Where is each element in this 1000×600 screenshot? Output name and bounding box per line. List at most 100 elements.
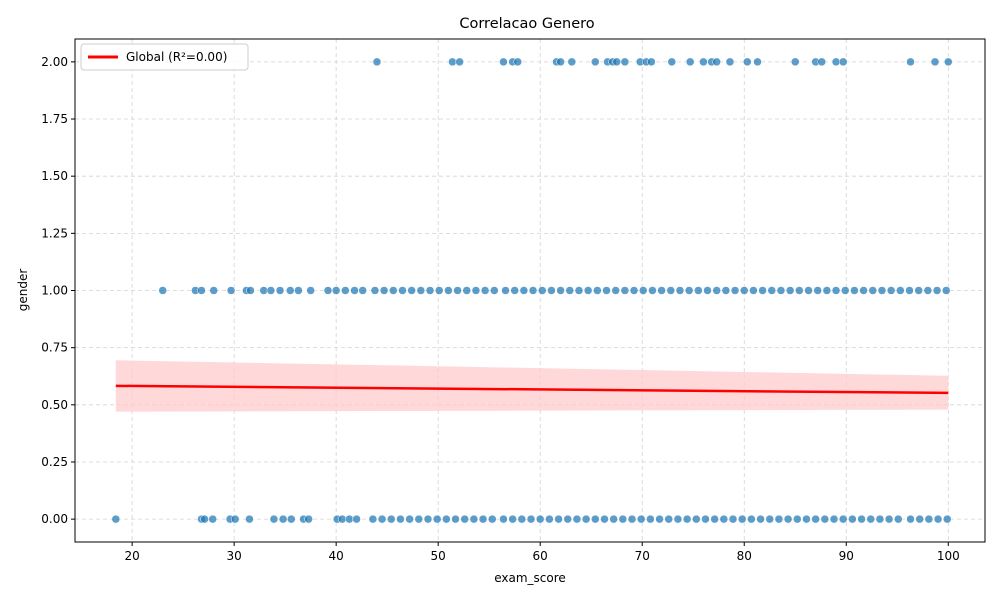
- data-point: [306, 286, 315, 295]
- data-point: [574, 286, 584, 295]
- chart-title: Correlacao Genero: [459, 16, 594, 32]
- data-point: [896, 286, 905, 295]
- data-point: [848, 514, 857, 524]
- data-point: [817, 57, 827, 67]
- data-point: [629, 286, 639, 295]
- data-point: [451, 514, 460, 524]
- data-point: [423, 514, 433, 524]
- data-point: [432, 514, 442, 524]
- data-point: [767, 286, 777, 295]
- data-point: [838, 57, 848, 67]
- data-point: [710, 514, 719, 524]
- x-tick-label: 80: [737, 549, 752, 563]
- data-point: [565, 286, 575, 295]
- data-point: [783, 514, 793, 524]
- points-layer: [111, 57, 953, 524]
- data-point: [230, 514, 240, 524]
- data-point: [728, 514, 738, 524]
- data-point: [703, 286, 712, 295]
- data-point: [345, 514, 354, 524]
- y-tick-label: 0.50: [41, 398, 68, 412]
- data-point: [407, 286, 416, 295]
- y-tick-label: 1.00: [41, 284, 68, 298]
- data-point: [266, 286, 276, 295]
- data-point: [868, 286, 878, 295]
- data-point: [111, 514, 121, 524]
- data-point: [884, 514, 894, 524]
- data-point: [602, 286, 611, 295]
- x-tick-label: 30: [227, 549, 242, 563]
- data-point: [638, 286, 648, 295]
- data-point: [453, 286, 462, 295]
- data-point: [646, 514, 655, 524]
- data-point: [753, 57, 762, 67]
- data-point: [501, 286, 510, 295]
- data-point: [739, 286, 749, 295]
- data-point: [932, 286, 942, 295]
- data-point: [259, 286, 268, 295]
- data-point: [370, 286, 380, 295]
- data-point: [499, 57, 508, 67]
- data-point: [924, 514, 934, 524]
- data-point: [666, 286, 676, 295]
- data-point: [930, 57, 940, 67]
- data-point: [389, 286, 398, 295]
- data-point: [747, 514, 756, 524]
- y-tick-label: 0.75: [41, 341, 68, 355]
- legend-box: [80, 43, 249, 71]
- data-point: [802, 514, 811, 524]
- confidence-band: [115, 360, 949, 412]
- data-point: [278, 514, 288, 524]
- data-point: [793, 514, 802, 524]
- data-point: [675, 286, 685, 295]
- data-point: [758, 286, 767, 295]
- data-point: [275, 286, 285, 295]
- data-point: [513, 57, 523, 67]
- data-point: [719, 514, 729, 524]
- data-point: [657, 286, 666, 295]
- data-point: [200, 514, 209, 524]
- data-point: [331, 286, 341, 295]
- data-point: [813, 286, 822, 295]
- data-point: [730, 286, 740, 295]
- data-point: [838, 514, 848, 524]
- data-point: [591, 514, 600, 524]
- data-point: [894, 514, 903, 524]
- data-point: [519, 286, 529, 295]
- data-point: [414, 514, 424, 524]
- data-point: [490, 286, 499, 295]
- data-point: [444, 286, 453, 295]
- data-point: [563, 514, 572, 524]
- data-point: [352, 514, 361, 524]
- y-tick-label: 0.00: [41, 512, 68, 526]
- data-point: [866, 514, 875, 524]
- data-point: [286, 286, 295, 295]
- data-point: [684, 286, 694, 295]
- data-point: [600, 514, 609, 524]
- data-point: [765, 514, 774, 524]
- data-point: [387, 514, 396, 524]
- data-point: [455, 57, 464, 67]
- data-point: [785, 286, 795, 295]
- data-point: [685, 57, 695, 67]
- data-point: [914, 286, 923, 295]
- y-ticks: 0.00 0.25 0.50 0.75 1.00 1.25 1.50 1.75 2.00: [41, 55, 75, 526]
- data-point: [682, 514, 692, 524]
- data-point: [831, 57, 841, 67]
- data-point: [667, 57, 677, 67]
- data-point: [822, 286, 832, 295]
- data-point: [795, 286, 804, 295]
- data-point: [699, 57, 708, 67]
- y-axis-label: gender: [16, 269, 30, 312]
- data-point: [478, 514, 488, 524]
- data-point: [508, 514, 517, 524]
- data-point: [398, 286, 407, 295]
- data-point: [906, 57, 915, 67]
- legend: Global (R²=0.00): [80, 43, 249, 71]
- data-point: [442, 514, 451, 524]
- data-point: [462, 286, 471, 295]
- data-point: [294, 286, 303, 295]
- data-point: [197, 286, 206, 295]
- data-point: [396, 514, 405, 524]
